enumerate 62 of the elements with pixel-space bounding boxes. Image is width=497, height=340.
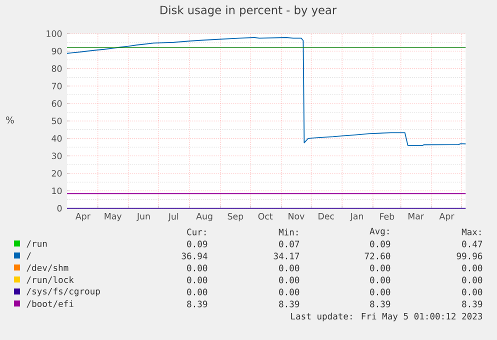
x-tick-label: Jul: [168, 213, 178, 222]
x-tick-label: Feb: [380, 213, 394, 220]
y-tick-label: 0: [57, 205, 62, 212]
x-tick-label: Apr: [76, 213, 90, 222]
y-axis-title: %: [6, 116, 14, 124]
text: 34.17: [274, 252, 300, 260]
text: 0.47: [462, 240, 482, 248]
legend-label: /: [26, 252, 31, 260]
text: Min:: [278, 228, 298, 236]
text: 8.39: [370, 300, 390, 308]
chart-title: Disk usage in percent - by year: [160, 6, 337, 16]
y-tick-label: 50: [52, 118, 62, 124]
text: 0.00: [462, 264, 482, 272]
text: 0.00: [187, 264, 208, 272]
y-tick-label: 60: [52, 100, 62, 107]
y-tick-label: 30: [52, 152, 62, 160]
text: 8.39: [462, 300, 482, 308]
text: 0.00: [279, 264, 300, 272]
text: 0.00: [462, 288, 482, 296]
x-tick-label: Jun: [136, 213, 150, 222]
legend-label: /sys/fs/cgroup: [26, 288, 100, 296]
text: 0.07: [279, 240, 300, 248]
x-tick-label: Aug: [196, 213, 212, 222]
x-tick-label: Apr: [439, 213, 454, 222]
legend-label: /dev/shm: [26, 264, 68, 272]
y-tick-label: 70: [52, 82, 62, 90]
line-series: [66, 37, 466, 146]
text: 99.96: [456, 252, 482, 260]
legend-label: /boot/efi: [26, 300, 74, 308]
x-tick-label: Nov: [288, 213, 304, 220]
legend-label: /run/lock: [26, 276, 74, 284]
x-tick-label: May: [104, 213, 122, 222]
y-tick-label: 20: [52, 170, 62, 177]
text: Last update: Fri May 5 01:00:12 2023: [291, 312, 482, 322]
y-tick-label: 40: [52, 135, 62, 142]
text: 0.00: [187, 288, 208, 296]
text: Cur:: [187, 228, 206, 236]
x-tick-label: Oct: [258, 213, 273, 220]
text: 0.00: [370, 264, 390, 272]
text: 0.00: [279, 276, 300, 284]
x-tick-label: Sep: [228, 213, 244, 222]
x-tick-label: Jan: [350, 213, 363, 222]
x-tick-label: Dec: [318, 213, 334, 220]
text: 72.60: [364, 252, 390, 260]
y-tick-label: 80: [52, 65, 62, 72]
text: 36.94: [182, 252, 208, 260]
text: 0.00: [370, 276, 390, 284]
x-tick-label: Mar: [408, 213, 424, 220]
y-tick-label: 10: [52, 188, 62, 194]
text: 0.00: [279, 288, 300, 296]
text: Max:: [462, 228, 481, 236]
legend-label: /run: [26, 240, 47, 248]
text: 0.00: [187, 276, 208, 284]
text: 8.39: [187, 300, 208, 308]
y-tick-label: 100: [46, 30, 62, 37]
text: 0.00: [370, 288, 390, 296]
text: 8.39: [279, 300, 300, 308]
text: 0.00: [462, 276, 482, 284]
text: 0.09: [187, 240, 208, 248]
text: Avg:: [370, 228, 389, 236]
text: 0.09: [370, 240, 390, 248]
y-tick-label: 90: [52, 48, 62, 54]
